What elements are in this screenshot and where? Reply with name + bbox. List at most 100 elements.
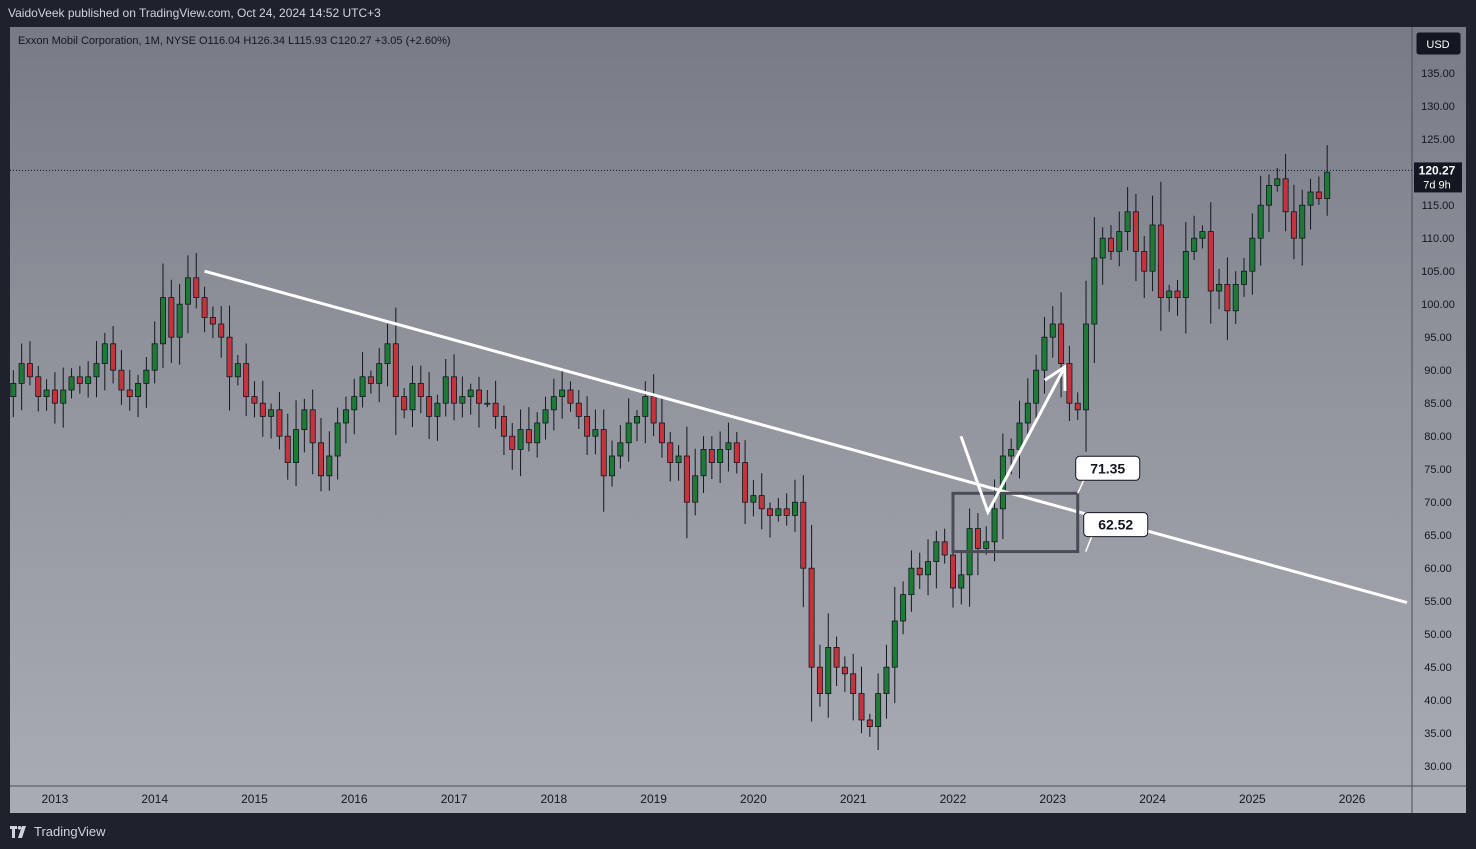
candle-body [600,429,607,477]
price-tick-label: 60.00 [1424,563,1452,575]
candle-body [833,647,840,668]
candle-body [1224,283,1231,312]
time-tick-label: 2013 [42,792,69,806]
candle-body [151,343,158,371]
candle-body [484,402,491,405]
last-price-tag-bg [1414,162,1462,193]
candle-body [85,376,92,384]
price-tick-label: 50.00 [1424,629,1452,641]
candle-body [808,567,815,668]
price-tick-label: 135.00 [1421,68,1455,80]
candle-body [43,389,50,397]
candle-body [1299,204,1306,239]
candle-body [758,495,765,510]
candle-body [941,541,948,556]
tradingview-logo[interactable]: TradingView [10,824,106,839]
candle-body [1249,237,1256,272]
candle-body [110,343,117,371]
candle-body [775,508,782,516]
candle-body [1116,231,1123,252]
price-tick-label: 100.00 [1421,299,1455,311]
candle-body [243,363,250,398]
candle-body [1058,323,1065,364]
candle-body [351,396,358,411]
candle-body [983,541,990,549]
candle-body [1074,402,1081,411]
candle-body [226,336,233,378]
candle-body [1016,422,1023,450]
candle-body [559,389,566,397]
candle-body [650,396,657,424]
price-tick-label: 95.00 [1424,332,1452,344]
candle-body [950,554,956,589]
projection-arrow [959,366,1067,516]
candle-body [251,396,258,404]
candle-body [184,277,191,305]
candle-body [126,389,133,397]
candle-body [675,455,682,463]
candle-body [584,415,591,437]
candle-body [900,594,907,622]
candle-body [625,422,632,444]
candle-body [176,303,183,338]
candle-body [143,369,150,384]
candle-body [426,396,433,417]
candle-body [326,455,333,477]
candle-body [376,363,383,384]
candle-body [683,455,690,503]
tradingview-wordmark: TradingView [34,824,106,839]
candle-body [1033,369,1040,404]
symbol-ohlc: Exxon Mobil Corporation, 1M, NYSE O116.0… [18,35,451,47]
candle-body [384,343,391,364]
candle-body [1124,211,1131,233]
time-tick-label: 2020 [740,792,767,806]
symbol-legend[interactable]: Exxon Mobil Corporation, 1M, NYSE O116.0… [18,35,451,47]
bar-countdown: 7d 9h [1423,179,1451,191]
candle-body [60,389,67,404]
candle-body [634,415,640,424]
currency-button[interactable]: USD [1415,31,1462,56]
candle-body [1107,237,1114,252]
time-tick-label: 2016 [341,792,368,806]
candle-body [467,389,474,397]
price-tick-label: 80.00 [1424,431,1452,443]
time-tick-label: 2018 [540,792,567,806]
candle-body [850,673,857,694]
candle-body [1041,336,1048,371]
box-bottom-price-label-leader [1085,536,1093,552]
candle-body [916,567,923,576]
candle-body [409,382,416,411]
last-price-tag: 120.27 7d 9h [1414,162,1462,193]
candle-body [642,396,649,417]
candle-body [193,277,200,299]
candle-body [1099,237,1106,259]
candle-body [542,409,549,424]
candle-body [1274,178,1281,186]
candle-body [1307,191,1314,206]
candle-body [1199,231,1206,239]
candle-body [101,343,108,364]
candle-body [234,363,241,378]
candle-body [26,363,33,378]
candle-body [93,363,100,378]
candle-body [958,574,965,589]
candle-body [318,442,324,477]
candle-body [750,495,757,503]
candle-body [1207,231,1214,292]
candle-body [974,528,981,549]
candle-body [525,429,532,444]
box-top-price-label: 71.35 [1090,460,1125,476]
candle-body [767,508,774,516]
candle-body [891,620,898,668]
candle-body [201,297,208,318]
candle-body [451,376,458,404]
candle-body [875,693,882,727]
candle-body [1265,184,1272,206]
candle-body [692,475,699,503]
candle-body [1132,211,1139,252]
candle-body [1232,283,1239,312]
candle-body [401,396,408,411]
candle-body [841,666,848,675]
